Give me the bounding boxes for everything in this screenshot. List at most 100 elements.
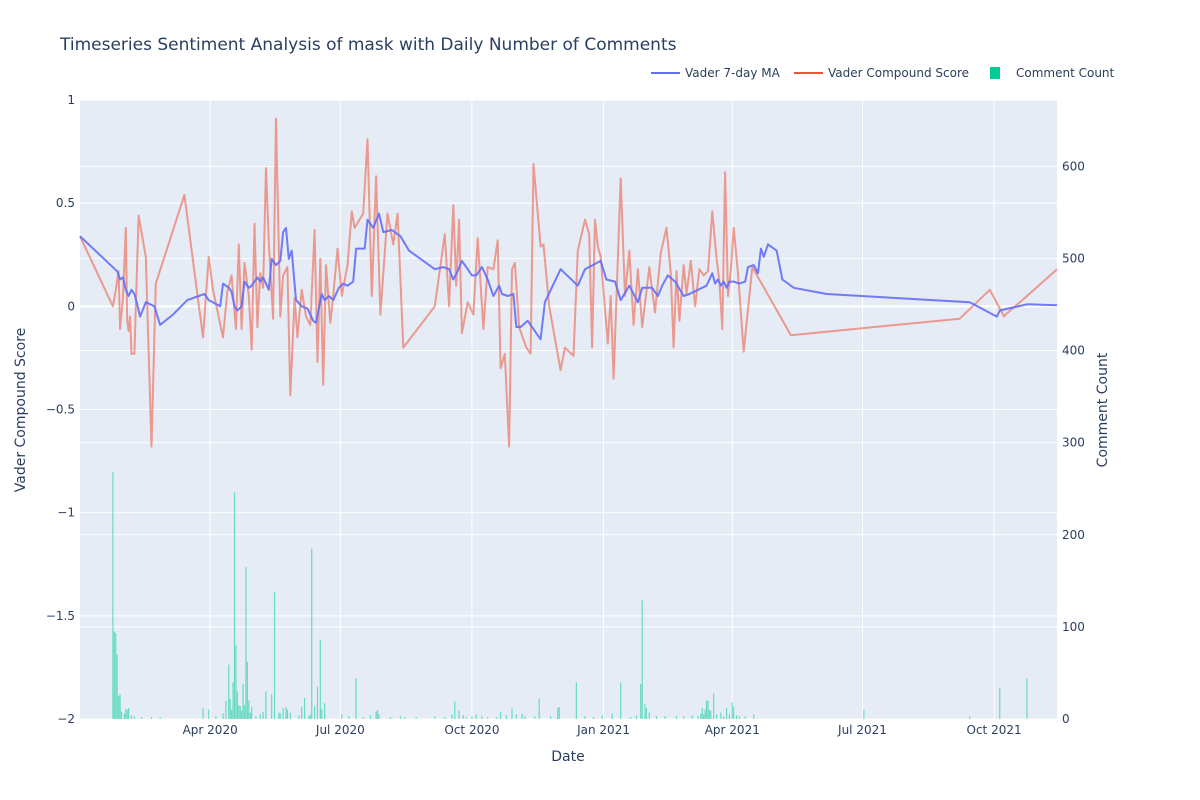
comment-count-bar xyxy=(249,712,251,719)
y-tick-label: −2 xyxy=(57,712,75,726)
comment-count-bar xyxy=(232,682,234,719)
x-tick-label: Oct 2021 xyxy=(967,723,1022,737)
comment-count-bar xyxy=(521,713,523,719)
comment-count-bar xyxy=(324,703,326,719)
x-axis-title: Date xyxy=(551,749,584,765)
y2-tick-label: 300 xyxy=(1062,436,1085,450)
comment-count-bar xyxy=(286,709,289,719)
comment-count-bar xyxy=(125,708,127,719)
comment-count-bar xyxy=(704,709,706,719)
comment-count-bar xyxy=(731,702,733,719)
comment-count-bar xyxy=(550,716,552,719)
y-tick-label: 0 xyxy=(67,299,75,313)
x-tick-label: Jul 2021 xyxy=(837,723,887,737)
comment-count-bar xyxy=(259,714,261,719)
comment-count-bar xyxy=(222,713,224,719)
comment-count-bar xyxy=(115,633,117,719)
comment-count-bar xyxy=(298,715,300,719)
comment-count-bar xyxy=(311,548,313,719)
comment-count-bar xyxy=(863,709,865,719)
comment-count-bar xyxy=(233,492,236,719)
comment-count-bar xyxy=(715,714,718,719)
y-tick-label: 1 xyxy=(67,93,75,107)
comment-count-bar xyxy=(369,715,371,719)
y2-tick-label: 0 xyxy=(1062,712,1070,726)
comment-count-bar xyxy=(725,707,728,719)
comment-count-bar xyxy=(321,708,323,719)
comment-count-bar xyxy=(505,715,507,719)
comment-count-bar xyxy=(271,694,273,719)
comment-count-bar xyxy=(279,713,281,719)
y2-tick-label: 100 xyxy=(1062,620,1085,634)
comment-count-bar xyxy=(242,683,244,719)
legend-item-ma[interactable]: Vader 7-day MA xyxy=(651,66,781,80)
y2-tick-label: 400 xyxy=(1062,344,1085,358)
comment-count-bar xyxy=(404,717,406,719)
comment-count-bar xyxy=(133,716,135,719)
comment-count-bar xyxy=(592,717,595,719)
comment-count-bar xyxy=(738,716,741,719)
comment-count-bar xyxy=(481,716,483,719)
comment-count-bar xyxy=(245,567,247,719)
comment-count-bar xyxy=(691,715,693,719)
comment-count-bar xyxy=(225,700,227,719)
comment-count-bar xyxy=(415,717,417,719)
comment-count-bar xyxy=(301,707,303,719)
chart-title: Timeseries Sentiment Analysis of mask wi… xyxy=(59,35,677,55)
comment-count-bars xyxy=(112,472,1028,719)
comment-count-bar xyxy=(458,710,460,719)
y2-tick-label: 200 xyxy=(1062,528,1085,542)
x-tick-label: Apr 2021 xyxy=(705,723,760,737)
y-tick-label: −0.5 xyxy=(46,403,75,417)
comment-count-bar xyxy=(309,714,311,719)
comment-count-bar xyxy=(265,691,267,719)
comment-count-bar xyxy=(630,717,632,719)
comment-count-bar xyxy=(375,711,377,719)
y2-tick-label: 600 xyxy=(1062,159,1085,173)
legend-item-compound[interactable]: Vader Compound Score xyxy=(794,66,969,80)
comment-count-bar xyxy=(471,716,473,719)
comment-count-bar xyxy=(675,716,678,719)
comment-count-bar xyxy=(362,717,364,719)
comment-count-bar xyxy=(278,712,280,719)
comment-count-bar xyxy=(733,707,735,719)
comment-count-bar xyxy=(126,709,128,719)
comment-count-bar xyxy=(465,717,467,719)
comment-count-bar xyxy=(664,716,666,719)
comment-count-bar xyxy=(499,711,502,719)
comment-count-bar xyxy=(454,701,456,719)
comment-count-bar xyxy=(238,705,240,719)
comment-count-bar xyxy=(1026,678,1028,719)
comment-count-bar xyxy=(575,682,577,719)
comment-count-bar xyxy=(118,695,120,719)
comment-count-bar xyxy=(202,707,204,719)
comment-count-bar xyxy=(239,706,241,719)
comment-count-bar xyxy=(376,709,379,719)
comment-count-bar xyxy=(601,715,603,719)
comment-count-bar xyxy=(112,472,114,719)
comment-count-bar xyxy=(697,716,699,719)
comment-count-bar xyxy=(655,716,658,719)
legend-item-count[interactable]: Comment Count xyxy=(990,66,1115,80)
y-tick-label: −1.5 xyxy=(46,609,75,623)
comment-count-bar xyxy=(262,711,264,719)
comment-count-bar xyxy=(113,631,115,719)
comment-count-bar xyxy=(538,698,540,719)
comment-count-bar xyxy=(648,712,650,719)
comment-count-bar xyxy=(355,678,357,719)
comment-count-bar xyxy=(313,706,316,719)
comment-count-bar xyxy=(348,716,350,719)
comment-count-bar xyxy=(744,716,746,719)
comment-count-bar xyxy=(251,707,253,719)
x-tick-label: Oct 2020 xyxy=(444,723,499,737)
comment-count-bar xyxy=(140,717,143,719)
comment-count-bar xyxy=(495,717,497,719)
comment-count-bar xyxy=(700,713,702,719)
legend-swatch-count xyxy=(990,67,1000,79)
comment-count-bar xyxy=(255,716,257,719)
x-tick-label: Jul 2020 xyxy=(315,723,365,737)
y-tick-label: −1 xyxy=(57,506,75,520)
comment-count-bar xyxy=(534,716,536,719)
comment-count-bar xyxy=(710,710,712,719)
